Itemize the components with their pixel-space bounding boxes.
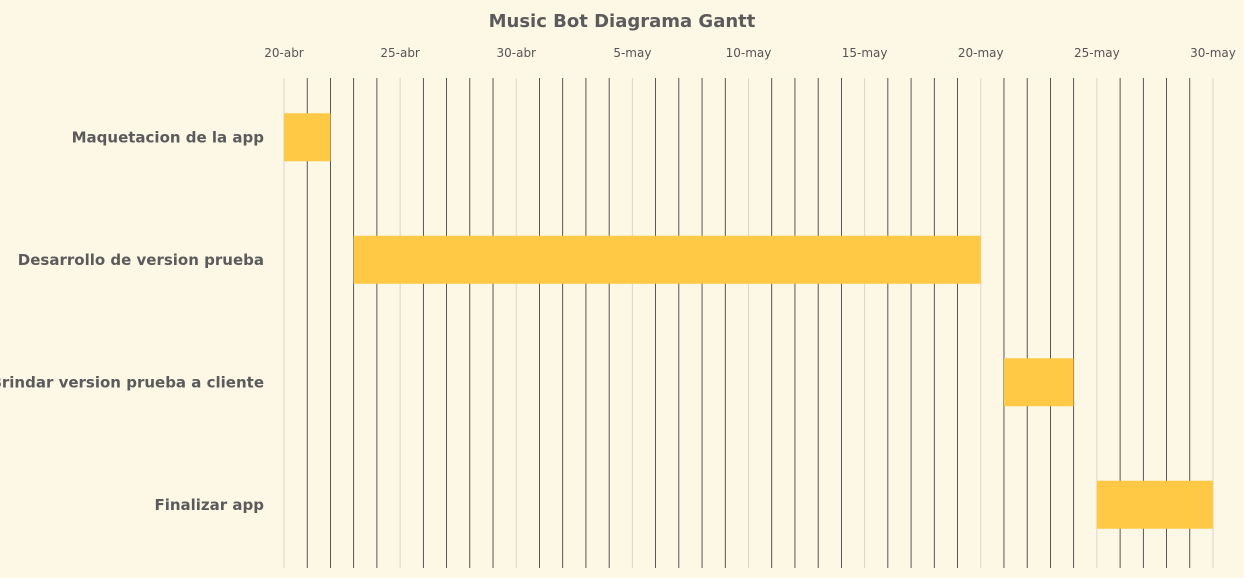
task-label: Brindar version prueba a cliente — [0, 373, 264, 391]
x-tick-label: 20-abr — [264, 46, 304, 60]
x-tick-label: 10-may — [726, 46, 772, 60]
x-axis-ticks: 20-abr 25-abr 30-abr 5-may 10-may 15-may 20-ma… — [264, 46, 1236, 60]
x-tick-label: 5-may — [613, 46, 651, 60]
x-tick-label: 15-may — [842, 46, 888, 60]
gridlines — [283, 78, 1214, 568]
task-bars — [284, 113, 1213, 529]
x-tick-label: 20-may — [958, 46, 1004, 60]
task-bar — [1096, 480, 1213, 529]
task-bar — [1003, 358, 1074, 407]
task-labels: Maquetacion de la app Desarrollo de versi… — [0, 128, 264, 514]
x-tick-label: 30-may — [1190, 46, 1236, 60]
task-bar — [284, 113, 331, 162]
task-label: Finalizar app — [154, 496, 264, 514]
task-label: Maquetacion de la app — [72, 128, 265, 146]
task-label: Desarrollo de version prueba — [18, 251, 264, 269]
chart-title: Music Bot Diagrama Gantt — [489, 11, 756, 32]
x-tick-label: 30-abr — [496, 46, 536, 60]
x-tick-label: 25-may — [1074, 46, 1120, 60]
x-tick-label: 25-abr — [380, 46, 420, 60]
task-bar — [353, 235, 981, 284]
